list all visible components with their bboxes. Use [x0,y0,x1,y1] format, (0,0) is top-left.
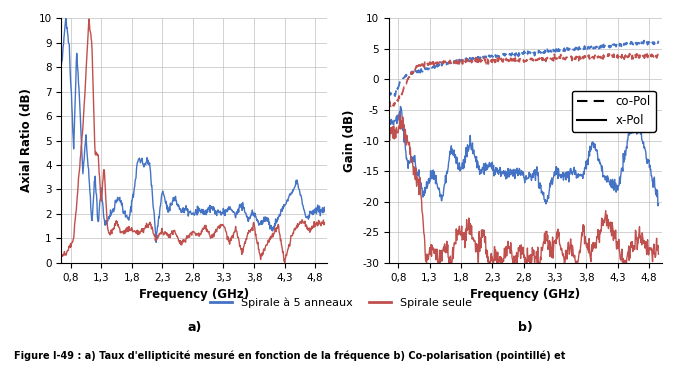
Y-axis label: Gain (dB): Gain (dB) [344,110,357,172]
Y-axis label: Axial Ratio (dB): Axial Ratio (dB) [20,89,33,192]
Legend: Spirale à 5 anneaux, Spirale seule: Spirale à 5 anneaux, Spirale seule [205,293,477,312]
Text: a): a) [187,321,202,334]
Text: Figure I-49 : a) Taux d'ellipticité mesuré en fonction de la fréquence b) Co-pol: Figure I-49 : a) Taux d'ellipticité mesu… [14,351,565,361]
Text: b): b) [518,321,533,334]
X-axis label: Frequency (GHz): Frequency (GHz) [139,288,250,301]
X-axis label: Frequency (GHz): Frequency (GHz) [470,288,580,301]
Legend: co-Pol, x-Pol: co-Pol, x-Pol [572,91,655,132]
